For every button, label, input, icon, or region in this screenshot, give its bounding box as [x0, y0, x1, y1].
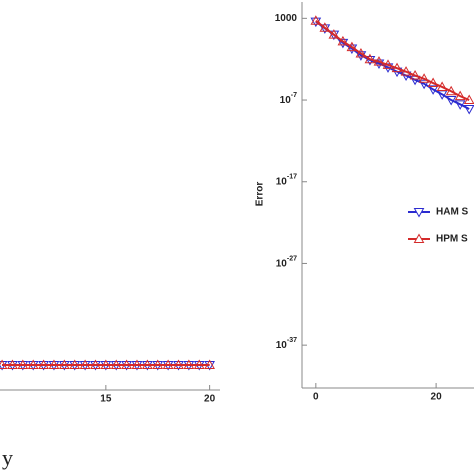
y-tick-label: 1000	[275, 13, 298, 24]
data-point	[355, 47, 367, 58]
x-tick-label: 20	[204, 394, 216, 405]
data-point	[436, 81, 448, 91]
data-point	[319, 22, 331, 32]
data-point	[400, 66, 412, 76]
data-point	[173, 359, 184, 369]
data-point	[142, 359, 153, 369]
data-point	[0, 359, 8, 369]
legend-marker	[413, 208, 425, 218]
data-point	[79, 359, 91, 369]
data-point	[110, 359, 122, 369]
data-point	[69, 359, 81, 369]
data-point	[27, 359, 39, 369]
data-point	[418, 73, 430, 83]
series-line	[315, 20, 470, 110]
data-point	[48, 359, 60, 369]
data-point	[193, 359, 205, 369]
data-point	[463, 105, 474, 115]
data-point	[58, 359, 70, 369]
y-axis-label: Error	[255, 182, 266, 207]
data-point	[337, 35, 349, 46]
data-point	[445, 96, 457, 106]
data-point	[38, 359, 49, 369]
x-tick-label: 20	[431, 392, 443, 403]
x-tick-label: 0	[313, 392, 319, 403]
data-point	[310, 15, 322, 25]
x-tick-label: 15	[100, 394, 112, 405]
data-point	[17, 359, 29, 369]
data-point	[445, 85, 457, 96]
y-tick-label: 10-17	[276, 174, 297, 188]
data-point	[183, 359, 195, 369]
data-point	[391, 62, 403, 73]
data-point	[204, 359, 215, 369]
data-point	[7, 359, 18, 369]
data-point	[454, 90, 466, 101]
legend-label: HPM S	[436, 234, 468, 245]
data-point	[418, 79, 430, 90]
data-point	[409, 70, 421, 80]
data-point	[463, 94, 474, 105]
data-point	[427, 77, 439, 88]
legend-label: HAM S	[436, 207, 469, 218]
data-point	[373, 59, 385, 69]
data-point	[121, 359, 132, 369]
data-point	[162, 359, 174, 369]
data-point	[454, 100, 466, 110]
data-point	[382, 59, 394, 69]
y-tick-label: 10-37	[276, 337, 297, 351]
data-point	[152, 359, 164, 369]
data-point	[373, 56, 385, 66]
data-point	[346, 41, 358, 52]
data-point	[100, 359, 112, 369]
series-line	[315, 20, 470, 101]
data-point	[328, 29, 340, 39]
y-tick-label: 10-7	[280, 92, 297, 106]
caption: y	[2, 445, 13, 470]
data-point	[131, 359, 143, 369]
data-point	[427, 85, 439, 95]
data-point	[364, 53, 376, 64]
y-tick-label: 10-27	[276, 255, 297, 269]
legend-marker	[413, 233, 425, 243]
data-point	[90, 359, 101, 369]
